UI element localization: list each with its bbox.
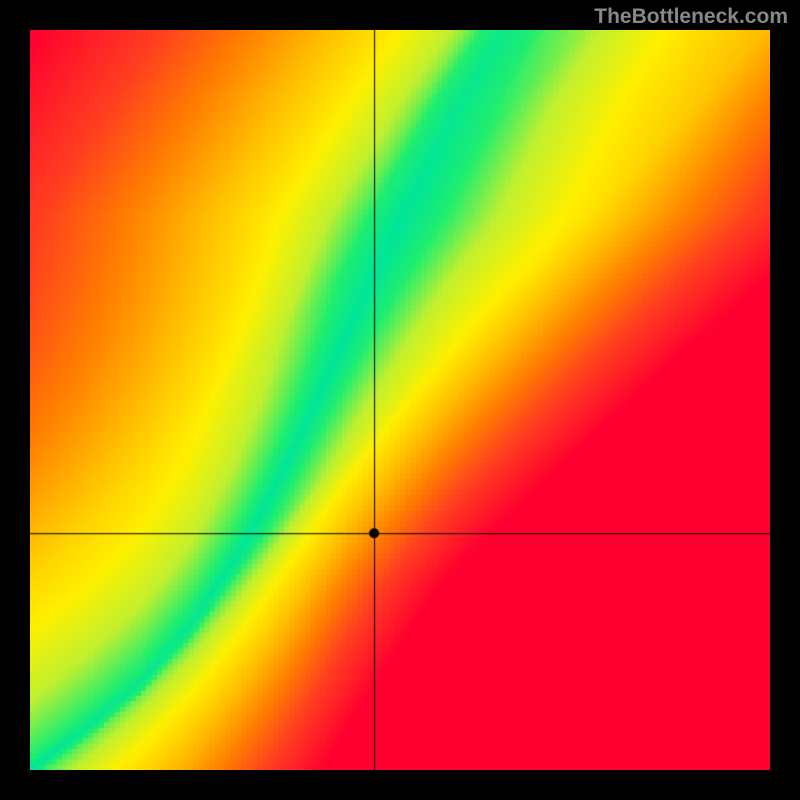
watermark-text: TheBottleneck.com bbox=[594, 5, 788, 29]
crosshair-overlay bbox=[30, 30, 770, 770]
chart-container: TheBottleneck.com bbox=[0, 0, 800, 800]
heatmap-plot bbox=[30, 30, 770, 770]
